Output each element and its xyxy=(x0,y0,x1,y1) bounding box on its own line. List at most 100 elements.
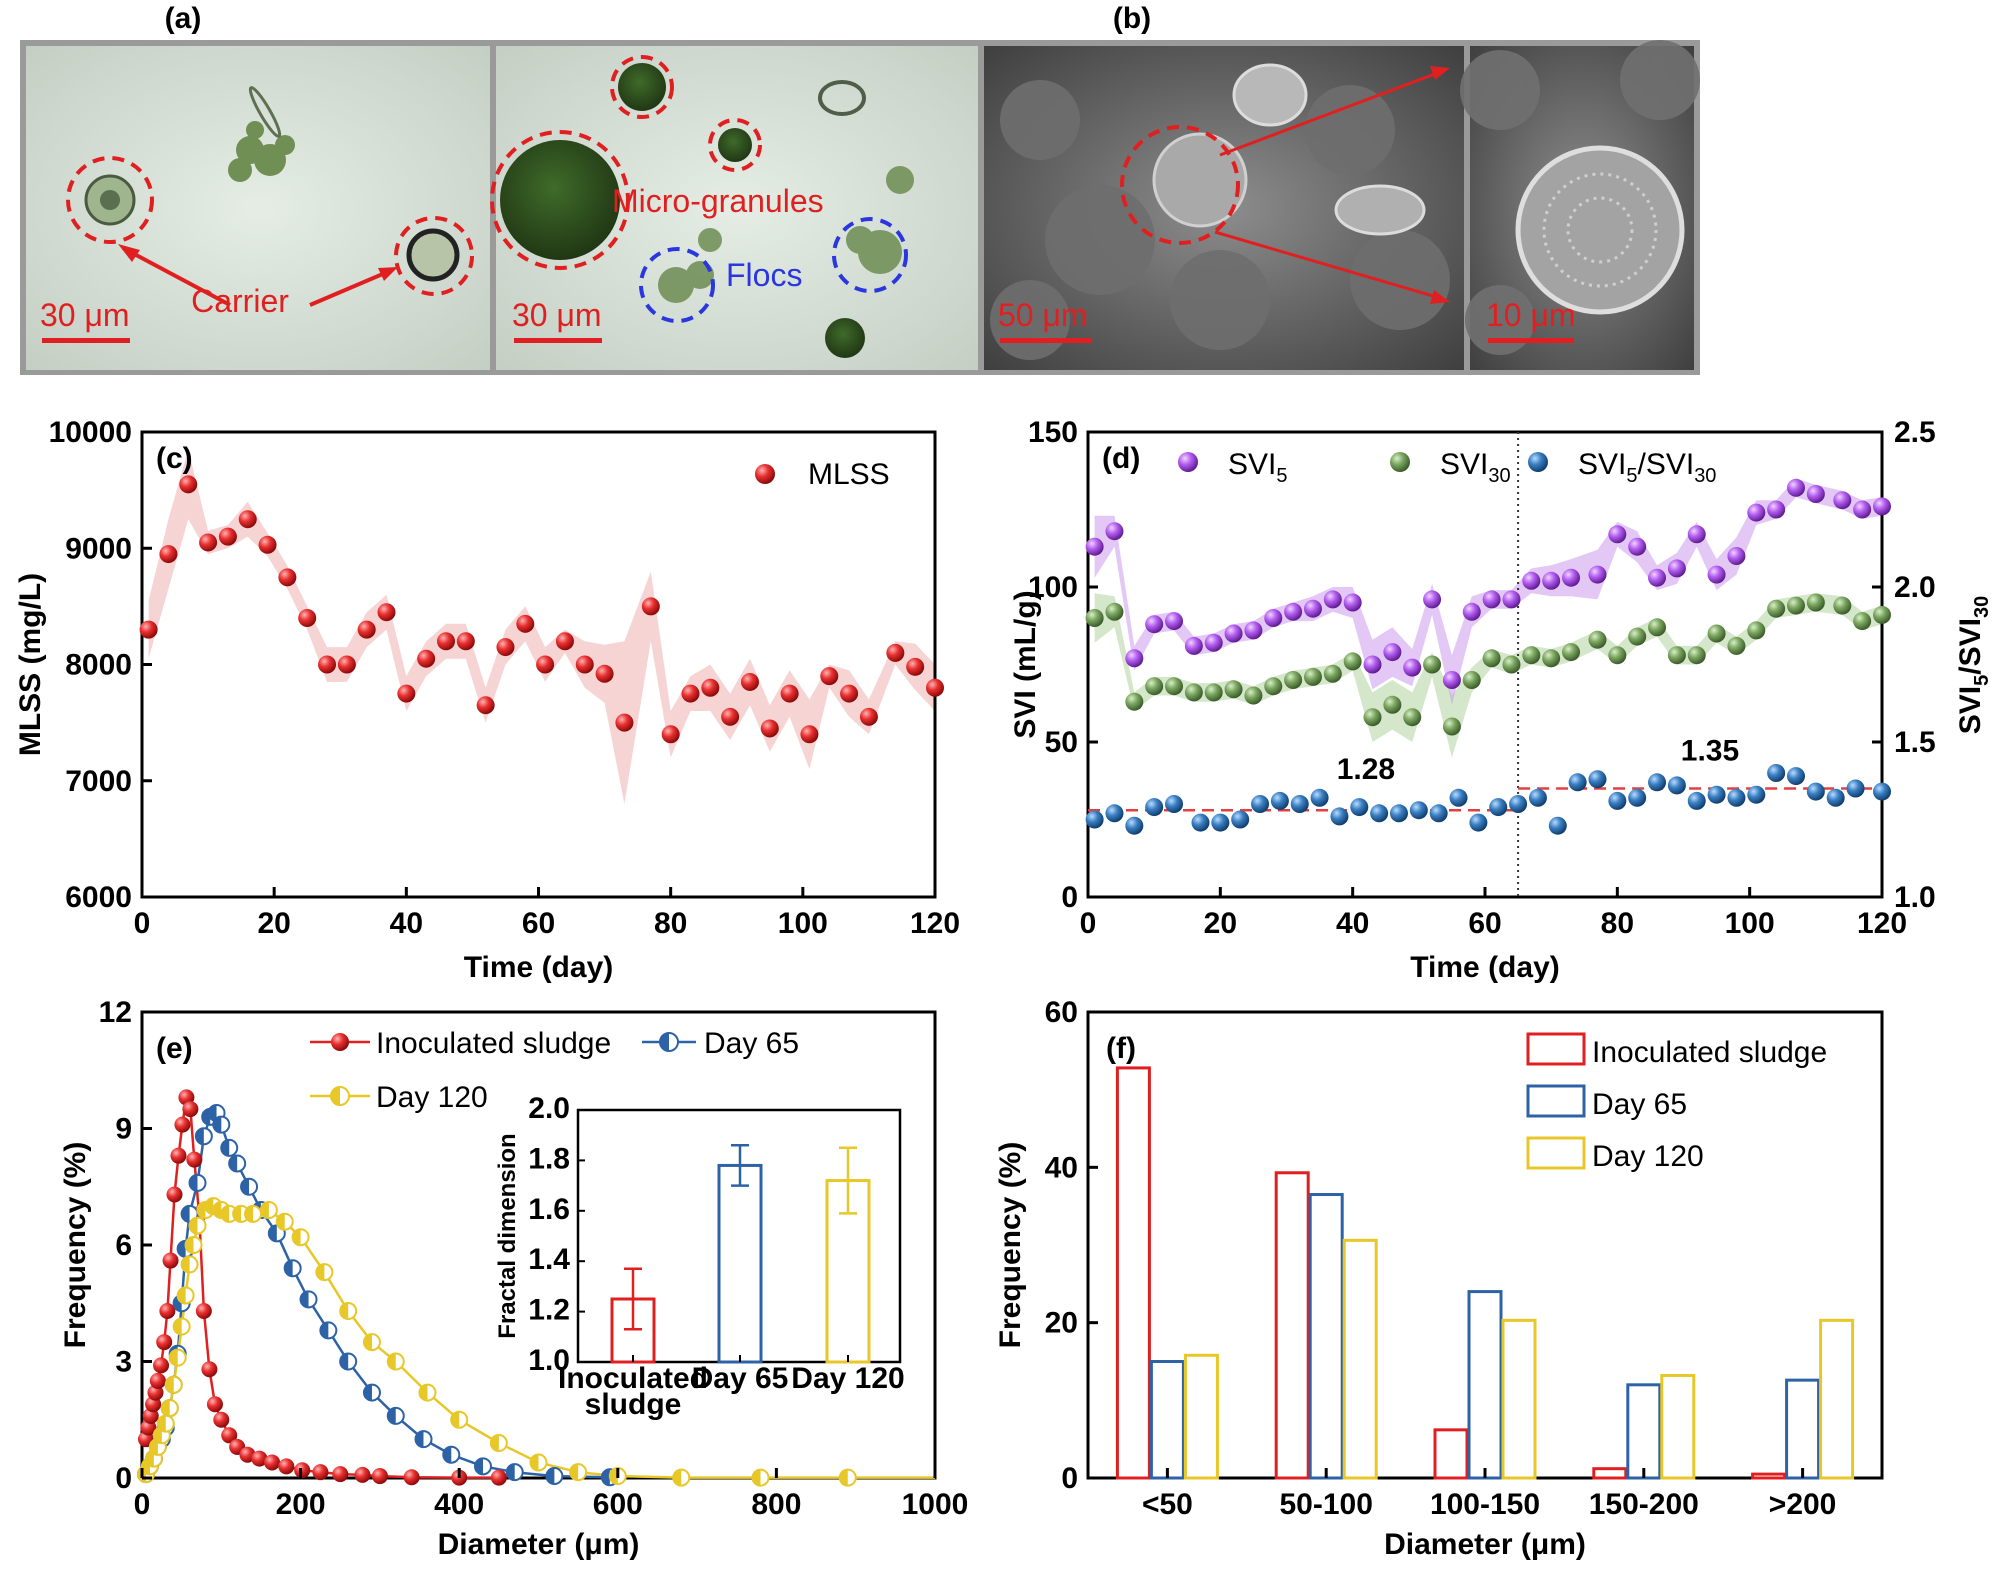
inoculated-point xyxy=(182,1101,199,1118)
svi5-point xyxy=(1608,525,1627,544)
day65-point-half xyxy=(601,1469,610,1486)
scale-label-a2: 30 μm xyxy=(512,297,602,333)
day120-point xyxy=(164,1375,183,1394)
svi5-point xyxy=(1145,615,1164,634)
zoom-arrowhead-2 xyxy=(1430,290,1450,304)
d-xtick-label: 20 xyxy=(1204,907,1237,940)
f-frame xyxy=(1086,1010,1884,1480)
inset-ytick-label: 1.4 xyxy=(528,1243,570,1276)
scale-bar-a2 xyxy=(514,338,602,343)
c-xtick-label: 40 xyxy=(390,907,423,940)
carrier-arrowhead-1 xyxy=(118,244,140,262)
inoculated-point xyxy=(195,1303,212,1320)
diatom-sem-3 xyxy=(1334,184,1426,236)
svi-ratio-point xyxy=(1846,779,1865,798)
day120-point-half xyxy=(153,1427,162,1444)
f-legend-swatch-day120 xyxy=(1526,1136,1586,1170)
inset-ytick-label: 1.0 xyxy=(528,1344,570,1377)
svi5-point xyxy=(1747,503,1766,522)
svi30-point xyxy=(1522,646,1541,665)
svi-ratio-point xyxy=(1251,795,1270,813)
svi5-point xyxy=(1403,658,1422,677)
day65-point-half xyxy=(443,1446,452,1463)
svi-ratio-point xyxy=(1125,816,1144,835)
mlss-point xyxy=(760,719,779,738)
svi-ratio-point xyxy=(1290,795,1309,813)
mlss-point xyxy=(906,657,925,676)
c-xtick-label: 80 xyxy=(654,907,687,940)
day120-point xyxy=(489,1434,508,1453)
f-bar-day120 xyxy=(1660,1373,1696,1480)
d-y2tick-label: 2.5 xyxy=(1894,416,1936,449)
svi-ratio-point xyxy=(1409,801,1428,820)
d-legend-label-svi5: SVI5 xyxy=(1228,448,1287,487)
day65-point xyxy=(212,1115,231,1134)
svi30-band xyxy=(1094,593,1882,758)
day65-point-half xyxy=(189,1174,198,1191)
inoculated-point xyxy=(162,1252,179,1269)
svi30-point xyxy=(1628,627,1647,646)
day120-point-half xyxy=(169,1349,178,1366)
day120-point-half xyxy=(451,1411,460,1428)
f-ylabel: Frequency (%) xyxy=(994,1142,1027,1349)
day65-point-half xyxy=(363,1384,372,1401)
day120-point-half xyxy=(185,1237,194,1253)
sem-texture-2 xyxy=(1460,40,1700,355)
f-bar-inoculated xyxy=(1433,1428,1469,1480)
mlss-point xyxy=(456,632,475,651)
svi-ratio-point xyxy=(1687,791,1706,810)
svi30-point xyxy=(1462,671,1481,689)
c-xtick-label: 60 xyxy=(522,907,555,940)
mlss-point xyxy=(516,614,535,633)
inoculated-point xyxy=(213,1411,230,1428)
svi-ratio-point xyxy=(1165,795,1184,813)
mlss-point xyxy=(397,684,416,703)
svi5-point xyxy=(1125,649,1144,668)
svi5-point xyxy=(1442,671,1461,689)
zoom-arrowhead-1 xyxy=(1430,66,1450,80)
c-xlabel: Time (day) xyxy=(464,951,614,984)
day65-point-half xyxy=(415,1431,424,1448)
f-bar-day65 xyxy=(1626,1383,1662,1480)
day65-point-half xyxy=(506,1464,515,1481)
svi-ratio-point xyxy=(1489,798,1508,817)
svi-ratio-point xyxy=(1469,813,1488,832)
svi30-point xyxy=(1383,695,1402,714)
zoom-arrow-1 xyxy=(1219,70,1441,157)
svi30-point xyxy=(1608,646,1627,665)
day120-point-half xyxy=(752,1469,761,1486)
svi30-point xyxy=(1502,655,1521,674)
inset-ytick-label: 1.6 xyxy=(528,1193,570,1226)
scale-label-b2: 10 μm xyxy=(1486,297,1576,333)
day65-point xyxy=(283,1259,302,1278)
e-ytick-label: 6 xyxy=(115,1229,132,1262)
svi5-point xyxy=(1522,571,1541,590)
f-bar-day65 xyxy=(1308,1193,1344,1480)
mlss-point xyxy=(859,707,878,726)
svi-ratio-point xyxy=(1667,776,1686,795)
svi30-point xyxy=(1767,599,1786,618)
svi30-point xyxy=(1562,643,1581,662)
day120-point xyxy=(362,1333,381,1352)
day120-point-half xyxy=(490,1435,499,1452)
day120-point-half xyxy=(245,1205,254,1222)
scale-bar-b1 xyxy=(1000,338,1092,343)
zoom-arrow-2 xyxy=(1214,230,1441,300)
sem-zoom-circle xyxy=(1120,125,1240,245)
svi-ratio-point xyxy=(1767,764,1786,782)
mlss-point xyxy=(555,632,574,651)
mlss-point xyxy=(298,609,317,627)
day65-point-half xyxy=(284,1260,293,1277)
inoculated-point xyxy=(278,1458,295,1475)
c-ytick-label: 8000 xyxy=(65,649,132,682)
svi30-point xyxy=(1224,680,1243,699)
mlss-point xyxy=(199,533,218,552)
inoculated-point xyxy=(403,1469,420,1486)
mlss-point xyxy=(575,655,594,674)
d-legend-marker-svi30 xyxy=(1390,452,1410,472)
d-ytick-label: 100 xyxy=(1028,571,1078,604)
day120-point xyxy=(529,1453,548,1472)
mlss-point xyxy=(681,684,700,703)
f-bar-day120 xyxy=(1183,1353,1219,1480)
day65-point-half xyxy=(213,1116,222,1133)
